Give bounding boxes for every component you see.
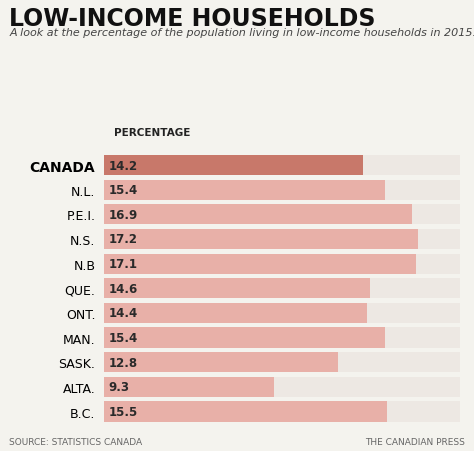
Text: 14.2: 14.2 [109, 159, 138, 172]
Text: 17.2: 17.2 [109, 233, 138, 246]
Bar [104, 279, 460, 299]
Text: LOW-INCOME HOUSEHOLDS: LOW-INCOME HOUSEHOLDS [9, 7, 376, 31]
Bar [104, 303, 367, 323]
Text: 14.6: 14.6 [109, 282, 138, 295]
Bar [104, 328, 460, 348]
Text: SOURCE: STATISTICS CANADA: SOURCE: STATISTICS CANADA [9, 437, 143, 446]
Text: 15.5: 15.5 [109, 405, 138, 418]
Text: 14.4: 14.4 [109, 307, 138, 320]
Bar [104, 401, 460, 422]
Bar [104, 377, 274, 397]
Bar [104, 230, 418, 249]
Bar [104, 401, 387, 422]
Text: 17.1: 17.1 [109, 258, 138, 271]
Bar [104, 328, 385, 348]
Bar [104, 352, 460, 373]
Bar [104, 254, 460, 274]
Bar [104, 180, 385, 200]
Bar [104, 279, 371, 299]
Text: 9.3: 9.3 [109, 381, 130, 394]
Bar [104, 205, 412, 225]
Text: A look at the percentage of the population living in low-income households in 20: A look at the percentage of the populati… [9, 28, 474, 38]
Text: PERCENTAGE: PERCENTAGE [114, 128, 190, 138]
Bar [104, 180, 460, 200]
Bar [104, 205, 460, 225]
Text: 15.4: 15.4 [109, 331, 138, 344]
Bar [104, 156, 460, 176]
Bar [104, 156, 363, 176]
Text: THE CANADIAN PRESS: THE CANADIAN PRESS [365, 437, 465, 446]
Bar [104, 377, 460, 397]
Text: 12.8: 12.8 [109, 356, 138, 369]
Text: 15.4: 15.4 [109, 184, 138, 197]
Bar [104, 303, 460, 323]
Bar [104, 230, 460, 249]
Text: 16.9: 16.9 [109, 208, 138, 221]
Bar [104, 352, 337, 373]
Bar [104, 254, 416, 274]
